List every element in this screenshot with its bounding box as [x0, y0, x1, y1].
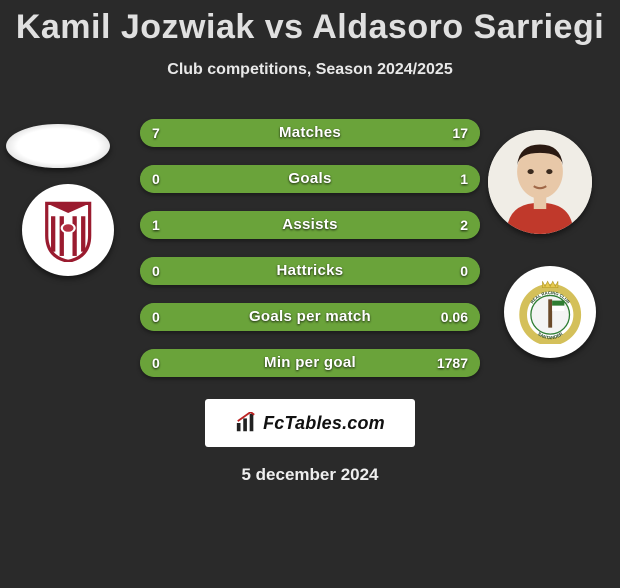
stat-label: Min per goal — [140, 349, 480, 377]
chart-icon — [235, 412, 257, 434]
stat-value-left: 7 — [152, 119, 160, 147]
vs-separator: vs — [265, 8, 304, 46]
stat-value-left: 0 — [152, 303, 160, 331]
stat-row: Matches7 17 — [140, 119, 480, 147]
stat-value-right: 2 — [460, 211, 468, 239]
stat-row: Goals per match0 0.06 — [140, 303, 480, 331]
club2-crest: REAL RACING CLUB SANTANDER — [504, 266, 596, 358]
stat-label: Goals per match — [140, 303, 480, 331]
player1-name: Kamil Jozwiak — [16, 8, 255, 46]
club1-crest — [22, 184, 114, 276]
stat-value-right: 1 — [460, 165, 468, 193]
player2-name: Aldasoro Sarriegi — [312, 8, 604, 46]
stat-value-left: 0 — [152, 257, 160, 285]
stat-value-right: 0 — [460, 257, 468, 285]
player1-avatar — [6, 124, 110, 168]
date: 5 december 2024 — [0, 465, 620, 485]
stat-value-right: 0.06 — [441, 303, 468, 331]
stat-row: Goals0 1 — [140, 165, 480, 193]
stat-value-right: 1787 — [437, 349, 468, 377]
stat-row: Hattricks0 0 — [140, 257, 480, 285]
stat-label: Matches — [140, 119, 480, 147]
stat-value-left: 0 — [152, 165, 160, 193]
stat-label: Hattricks — [140, 257, 480, 285]
stat-value-right: 17 — [452, 119, 468, 147]
stat-label: Assists — [140, 211, 480, 239]
stat-row: Min per goal0 1787 — [140, 349, 480, 377]
player2-avatar — [488, 130, 592, 234]
brand-text: FcTables.com — [263, 413, 385, 434]
club1-shield-icon — [36, 198, 100, 262]
stat-row: Assists1 2 — [140, 211, 480, 239]
stat-value-left: 1 — [152, 211, 160, 239]
club2-badge-icon: REAL RACING CLUB SANTANDER — [518, 280, 582, 344]
stat-label: Goals — [140, 165, 480, 193]
stat-value-left: 0 — [152, 349, 160, 377]
player2-portrait-icon — [488, 130, 592, 234]
brand-badge: FcTables.com — [205, 399, 415, 447]
subtitle: Club competitions, Season 2024/2025 — [0, 61, 620, 79]
comparison-title: Kamil Jozwiak vs Aldasoro Sarriegi — [0, 8, 620, 47]
